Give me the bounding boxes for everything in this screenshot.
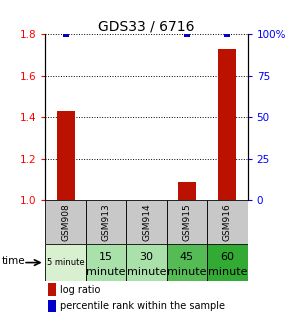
Title: GDS33 / 6716: GDS33 / 6716 xyxy=(98,19,195,33)
Text: 15: 15 xyxy=(99,252,113,262)
Text: 45: 45 xyxy=(180,252,194,262)
Text: minute: minute xyxy=(86,267,126,277)
Bar xyxy=(167,200,207,244)
Text: log ratio: log ratio xyxy=(59,285,100,295)
Bar xyxy=(57,111,75,200)
Bar xyxy=(178,182,196,200)
Text: time: time xyxy=(1,256,25,266)
Text: GSM916: GSM916 xyxy=(223,203,232,241)
Text: GSM908: GSM908 xyxy=(61,203,70,241)
Bar xyxy=(45,244,86,281)
Bar xyxy=(167,244,207,281)
Text: GSM914: GSM914 xyxy=(142,203,151,241)
Text: GSM913: GSM913 xyxy=(102,203,110,241)
Text: minute: minute xyxy=(127,267,166,277)
Text: 30: 30 xyxy=(139,252,154,262)
Text: percentile rank within the sample: percentile rank within the sample xyxy=(59,301,224,311)
Text: 60: 60 xyxy=(220,252,234,262)
Bar xyxy=(45,200,86,244)
Bar xyxy=(48,284,56,296)
Bar xyxy=(48,300,56,312)
Bar xyxy=(218,49,236,200)
Bar xyxy=(207,200,248,244)
Text: 5 minute: 5 minute xyxy=(47,258,84,267)
Text: minute: minute xyxy=(208,267,247,277)
Bar xyxy=(126,244,167,281)
Text: GSM915: GSM915 xyxy=(183,203,191,241)
Bar xyxy=(207,244,248,281)
Bar xyxy=(86,244,126,281)
Bar xyxy=(126,200,167,244)
Bar xyxy=(86,200,126,244)
Text: minute: minute xyxy=(167,267,207,277)
